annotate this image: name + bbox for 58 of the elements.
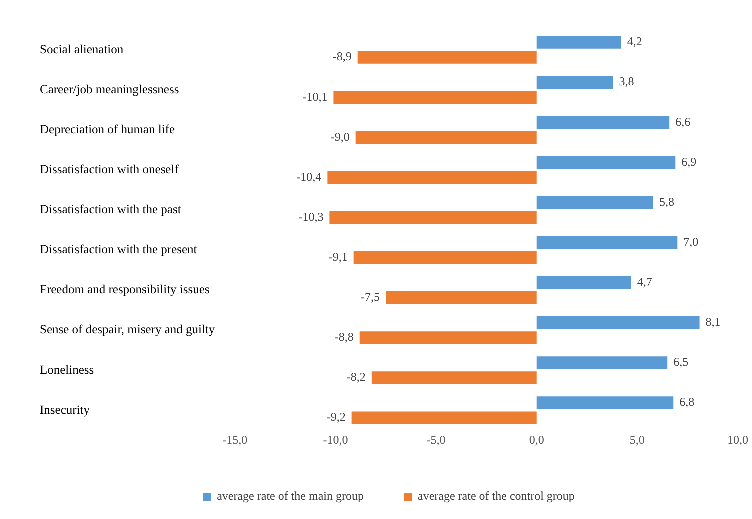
data-label: -10,3 <box>298 210 324 224</box>
x-tick-label: -5,0 <box>426 432 446 447</box>
x-tick-label: 5,0 <box>630 432 645 447</box>
data-label: -8,8 <box>334 330 354 344</box>
data-label: 6,8 <box>680 395 695 410</box>
bar <box>536 396 674 410</box>
bar <box>356 131 537 144</box>
data-label: -10,4 <box>296 170 322 184</box>
y-tick-label: Dissatisfaction with the past <box>40 202 182 217</box>
y-tick-label: Dissatisfaction with oneself <box>40 162 180 176</box>
data-label: 7,0 <box>684 234 699 249</box>
bar <box>334 91 537 104</box>
x-tick-label: 0,0 <box>529 432 544 447</box>
y-tick-label: Insecurity <box>40 402 91 417</box>
bar <box>536 116 670 130</box>
data-label: 6,9 <box>682 154 697 169</box>
bar <box>536 276 632 290</box>
data-label: -7,5 <box>361 290 380 304</box>
bar <box>536 36 622 49</box>
y-tick-label: Social alienation <box>40 42 124 56</box>
bar <box>372 372 537 384</box>
y-tick-label: Dissatisfaction with the present <box>40 242 198 257</box>
data-label: 6,6 <box>676 114 691 129</box>
y-tick-label: Sense of despair, misery and guilty <box>40 322 216 337</box>
x-tick-label: 10,0 <box>728 432 748 447</box>
x-tick-label: -10,0 <box>323 432 348 447</box>
bar <box>358 51 537 64</box>
bar <box>360 332 537 344</box>
data-label: -9,0 <box>330 130 350 144</box>
data-label: 4,2 <box>627 34 642 49</box>
y-tick-label: Career/job meaninglessness <box>40 82 180 96</box>
bar <box>536 196 654 210</box>
bar <box>536 236 678 250</box>
bar <box>330 211 537 224</box>
data-label: -9,2 <box>326 410 346 424</box>
y-tick-label: Freedom and responsibility issues <box>40 282 210 297</box>
data-label: 5,8 <box>660 194 675 209</box>
data-label: 3,8 <box>619 74 634 89</box>
data-label: -8,9 <box>332 50 352 64</box>
data-label: -8,2 <box>346 370 366 384</box>
bar <box>536 76 614 89</box>
legend-label: average rate of the control group <box>418 489 575 504</box>
legend-label: average rate of the main group <box>217 489 364 504</box>
bar <box>328 171 537 184</box>
bar <box>536 156 676 170</box>
bar <box>352 412 537 424</box>
data-label: 6,5 <box>674 355 689 370</box>
data-label: -10,1 <box>302 90 328 104</box>
data-label: -9,1 <box>328 250 348 264</box>
bar <box>536 316 700 330</box>
bar <box>386 292 537 304</box>
x-tick-label: -15,0 <box>222 432 248 447</box>
bar <box>354 251 537 264</box>
bar <box>536 356 668 370</box>
y-tick-label: Loneliness <box>40 362 94 377</box>
data-label: 8,1 <box>706 315 721 330</box>
y-tick-label: Depreciation of human life <box>40 122 176 136</box>
data-label: 4,7 <box>637 275 652 290</box>
